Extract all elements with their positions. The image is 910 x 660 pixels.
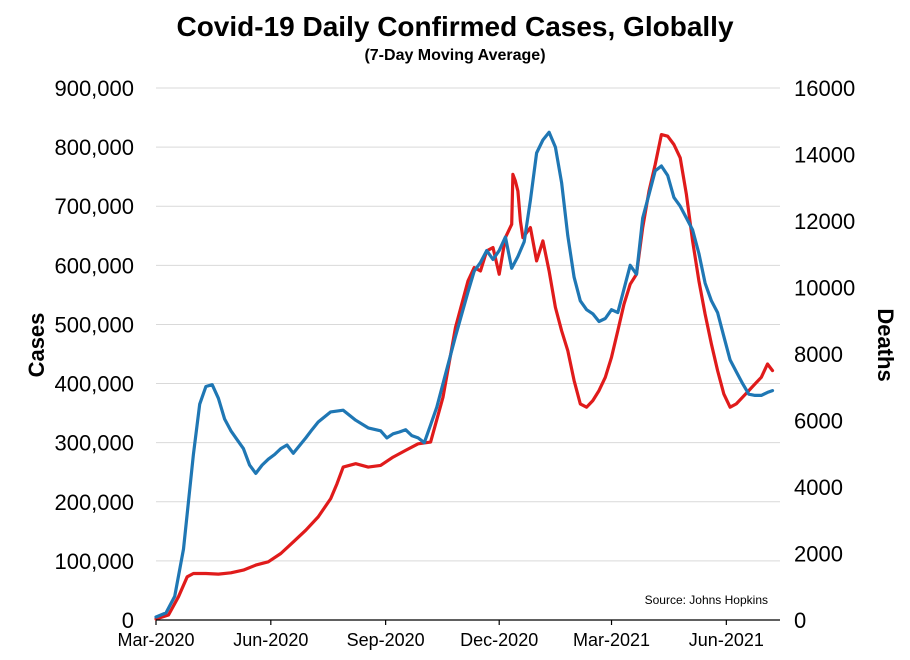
y-left-tick-label: 300,000: [54, 431, 134, 456]
x-tick-label: Dec-2020: [460, 630, 538, 650]
y-left-tick-label: 800,000: [54, 135, 134, 160]
gridlines: [156, 87, 780, 562]
y-right-tick-label: 12000: [794, 209, 855, 234]
y-right-tick-label: 4000: [794, 475, 843, 500]
x-tick-label: Jun-2020: [233, 630, 308, 650]
y-left-tick-label: 600,000: [54, 253, 134, 278]
y-right-tick-label: 14000: [794, 143, 855, 168]
x-tick-label: Sep-2020: [347, 630, 425, 650]
right-axis-label: Deaths: [873, 308, 898, 381]
x-tick-label: Mar-2021: [573, 630, 650, 650]
right-axis-ticks: 0 2000 4000 6000 8000 10000 12000 14000 16000: [794, 76, 855, 633]
x-axis-ticks: Mar-2020 Jun-2020 Sep-2020 Dec-2020 Mar-2021…: [117, 620, 764, 650]
y-left-tick-label: 100,000: [54, 549, 134, 574]
y-left-tick-label: 700,000: [54, 194, 134, 219]
x-tick-label: Jun-2021: [689, 630, 764, 650]
chart-subtitle: (7-Day Moving Average): [364, 47, 545, 64]
left-axis-label: Cases: [24, 313, 49, 378]
x-tick-label: Mar-2020: [117, 630, 194, 650]
y-right-tick-label: 8000: [794, 342, 843, 367]
y-left-tick-label: 200,000: [54, 490, 134, 515]
left-axis-ticks: 0 100,000 200,000 300,000 400,000 500,000 600,…: [54, 76, 134, 633]
series-group: [154, 130, 775, 621]
y-right-tick-label: 0: [794, 608, 806, 633]
y-left-tick-label: 900,000: [54, 76, 134, 101]
chart-title: Covid-19 Daily Confirmed Cases, Globally: [176, 11, 733, 42]
y-right-tick-label: 16000: [794, 76, 855, 101]
cases-line: [154, 130, 775, 619]
y-left-tick-label: 0: [122, 608, 134, 633]
source-note: Source: Johns Hopkins: [645, 593, 768, 607]
y-right-tick-label: 2000: [794, 542, 843, 567]
y-left-tick-label: 400,000: [54, 372, 134, 397]
y-left-tick-label: 500,000: [54, 312, 134, 337]
y-right-tick-label: 6000: [794, 409, 843, 434]
y-right-tick-label: 10000: [794, 276, 855, 301]
